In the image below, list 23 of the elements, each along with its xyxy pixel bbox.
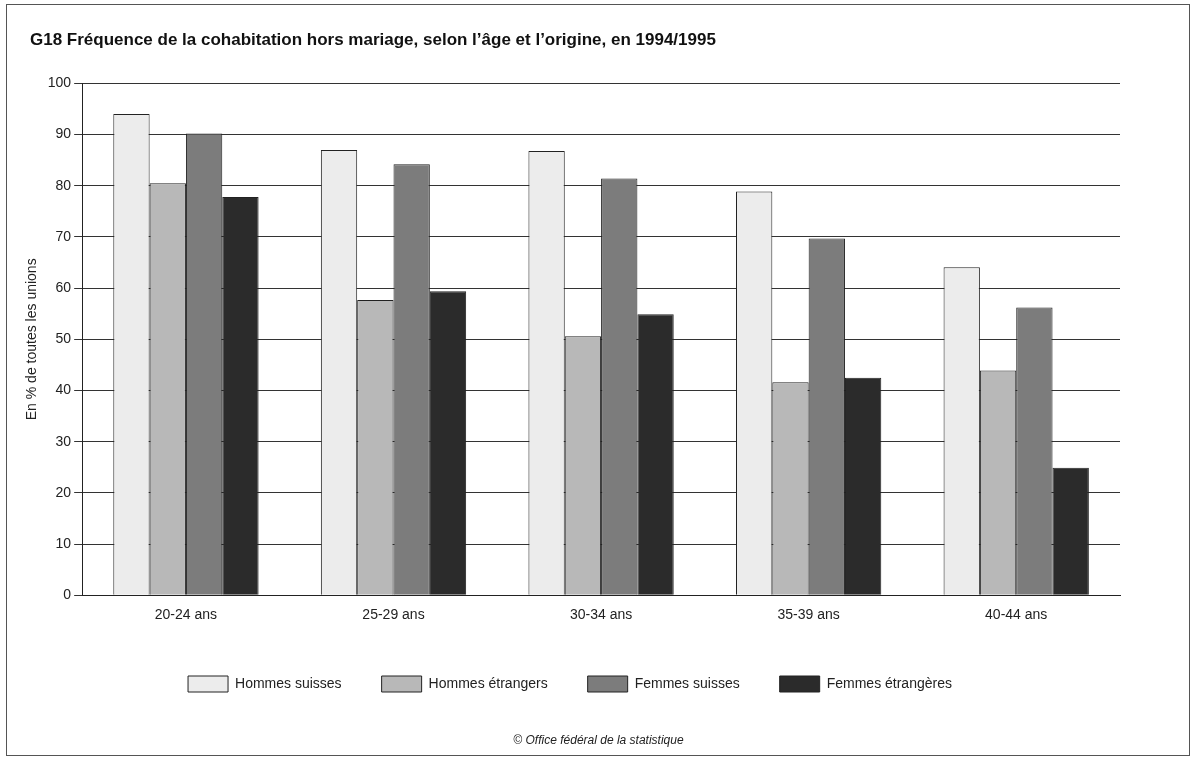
text: © Office fédéral de la statistique [512, 733, 685, 747]
x-tick-label: 20-24 ans [154, 606, 218, 623]
x-tick-label: 25-29 ans [362, 606, 425, 623]
legend-label: Femmes suisses [634, 674, 740, 691]
legend-label: Femmes étrangères [826, 674, 952, 691]
y-tick-label: 80 [55, 176, 72, 193]
y-tick-label: 10 [55, 534, 72, 551]
x-tick-label: 30-34 ans [569, 606, 633, 623]
y-tick-label: 30 [55, 432, 72, 449]
y-tick-label: 0 [63, 586, 72, 603]
legend-label: Hommes étrangers [428, 674, 548, 691]
y-tick-label: 20 [55, 483, 72, 500]
y-tick-label: 50 [55, 330, 72, 347]
y-tick-label: 100 [47, 74, 72, 91]
legend-label: Hommes suisses [235, 674, 342, 691]
y-tick-label: 70 [55, 227, 72, 244]
y-tick-label: 40 [55, 381, 72, 398]
chart-title: G18 Fréquence de la cohabitation hors mariage, selon l’âge et l’origine, en 1994/1995 [30, 30, 716, 50]
y-tick-label: 60 [55, 278, 72, 295]
y-axis-title: En % de toutes les unions [23, 258, 40, 421]
y-tick-label: 90 [55, 125, 72, 142]
x-tick-label: 40-44 ans [985, 606, 1048, 623]
x-tick-label: 35-39 ans [777, 606, 840, 623]
